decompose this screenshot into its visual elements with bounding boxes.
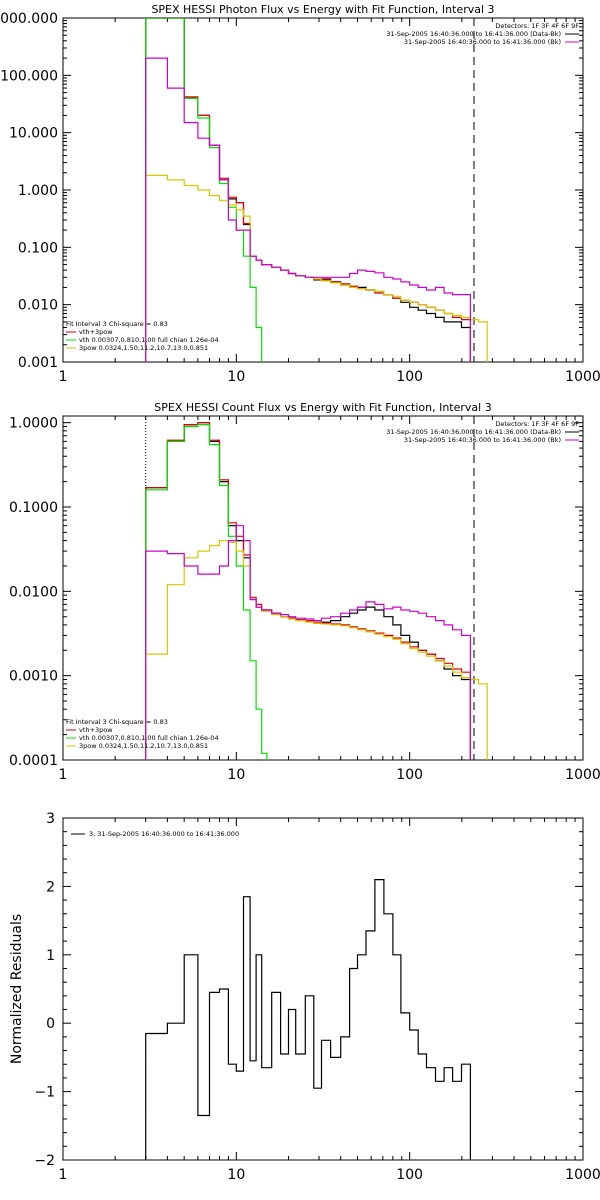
series-line-2	[145, 422, 471, 760]
y-tick-label: 3	[46, 811, 55, 827]
legend-text: 3pow 0.0324,1.50,11.2,10.7,13.0,0.851	[79, 742, 208, 750]
legend-bottom-left: Fit Interval 3 Chi-square = 0.83vth+3pow…	[66, 718, 219, 750]
y-tick-label: 0.0100	[9, 584, 58, 600]
series-line-3	[145, 424, 268, 760]
y-tick-label: 1000.000	[0, 11, 58, 27]
legend-fit-summary: Fit Interval 3 Chi-square = 0.83	[66, 320, 168, 328]
legend-text: 3pow 0.0324,1.50,11.2,10.7,13.0,0.851	[79, 344, 208, 352]
x-tick-label: 100	[396, 767, 423, 783]
y-tick-label: 0.001	[18, 355, 58, 371]
x-tick-label: 10	[227, 369, 245, 385]
x-tick-label: 1000	[565, 369, 600, 385]
series-line-5	[145, 57, 471, 362]
legend-text: 3, 31-Sep-2005 16:40:36.000 to 16:41:36.…	[89, 830, 239, 838]
plot-frame	[62, 817, 584, 1161]
y-tick-label: 1.0000	[9, 416, 58, 432]
series-line-2	[145, 18, 471, 362]
legend-fit-summary: Fit Interval 3 Chi-square = 0.83	[66, 718, 168, 726]
legend-text: vth+3pow	[79, 328, 113, 336]
y-tick-label: 100.000	[0, 68, 58, 84]
series-group	[145, 18, 488, 362]
legend-text: 31-Sep-2005 16:40:36.000 to 16:41:36.000…	[386, 30, 561, 38]
legend-text: vth+3pow	[79, 726, 113, 734]
y-axis-label: Normalized Residuals	[9, 914, 25, 1064]
series-line-1	[145, 879, 471, 1160]
y-tick-label: 0.0010	[9, 669, 58, 685]
chart-title: SPEX HESSI Count Flux vs Energy with Fit…	[154, 401, 491, 414]
legend-text: 31-Sep-2005 16:40:36.000 to 16:41:36.000…	[404, 38, 561, 46]
y-tick-label: 0	[46, 1016, 55, 1032]
chart-1: SPEX HESSI Photon Flux vs Energy with Fi…	[0, 3, 600, 385]
chart-title: SPEX HESSI Photon Flux vs Energy with Fi…	[151, 3, 494, 16]
x-tick-label: 100	[396, 369, 423, 385]
y-tick-label: 0.1000	[9, 500, 58, 516]
y-tick-label: 1.000	[18, 183, 58, 199]
legend-text: vth 0.00307,0.810,1.00 full chian 1.26e-…	[79, 336, 219, 344]
x-tick-label: 1000	[565, 1167, 600, 1183]
plot-frame	[62, 17, 584, 363]
series-line-4	[145, 540, 488, 760]
x-tick-label: 1000	[565, 767, 600, 783]
x-tick-label: 10	[227, 1167, 245, 1183]
x-tick-label: 1	[59, 767, 68, 783]
legend-text: Detectors: 1F 3F 4F 6F 9F	[495, 22, 579, 30]
y-tick-label: 0.100	[18, 240, 58, 256]
x-tick-label: 1	[59, 369, 68, 385]
legend-top-left: 3, 31-Sep-2005 16:40:36.000 to 16:41:36.…	[71, 830, 239, 838]
x-tick-label: 1	[59, 1167, 68, 1183]
x-tick-label: 100	[396, 1167, 423, 1183]
plot-frame	[62, 415, 584, 761]
series-line-1	[145, 18, 471, 362]
y-tick-label: 0.0001	[9, 753, 58, 769]
legend-text: 31-Sep-2005 16:40:36.000 to 16:41:36.000…	[404, 436, 561, 444]
chart-3: 1 10 100 1000 −2 −1 0 1 2 3 Normalized Residuals 3,…	[9, 811, 600, 1183]
y-tick-label: 2	[46, 879, 55, 895]
legend-text: vth 0.00307,0.810,1.00 full chian 1.26e-…	[79, 734, 219, 742]
series-line-1	[145, 422, 471, 760]
series-group	[145, 422, 488, 760]
chart-2: SPEX HESSI Count Flux vs Energy with Fit…	[9, 401, 600, 783]
y-tick-label: 0.010	[18, 298, 58, 314]
series-group	[145, 879, 471, 1160]
series-line-5	[145, 525, 471, 760]
legend-bottom-left: Fit Interval 3 Chi-square = 0.83vth+3pow…	[66, 320, 219, 352]
y-tick-label: 1	[46, 948, 55, 964]
y-tick-label: −1	[34, 1085, 55, 1101]
y-tick-label: 10.000	[9, 126, 58, 142]
y-tick-label: −2	[34, 1153, 55, 1169]
legend-text: Detectors: 1F 3F 4F 6F 9F	[495, 420, 579, 428]
x-tick-label: 10	[227, 767, 245, 783]
legend-text: 31-Sep-2005 16:40:36.000 to 16:41:36.000…	[386, 428, 561, 436]
